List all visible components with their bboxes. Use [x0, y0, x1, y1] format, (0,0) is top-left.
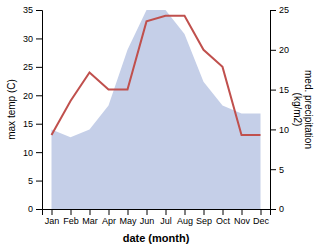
axis-line: [36, 11, 43, 210]
tick: Jun: [140, 209, 155, 226]
tick-label: Oct: [216, 216, 231, 226]
tick-mark: [204, 209, 205, 215]
tick: 0: [270, 204, 284, 214]
y2-axis-title: med. precipitation(kg/m2): [292, 70, 314, 149]
tick-label: 5: [28, 176, 33, 186]
tick-mark: [270, 209, 276, 210]
area-series: [52, 10, 261, 209]
tick: 15: [270, 85, 289, 95]
tick: 5: [270, 165, 284, 175]
tick-label: 10: [279, 125, 289, 135]
tick-mark: [71, 209, 72, 215]
tick-mark: [185, 209, 186, 215]
tick: 25: [270, 5, 289, 15]
tick-label: Mar: [82, 216, 98, 226]
tick-mark: [90, 209, 91, 215]
tick: 15: [23, 119, 42, 129]
tick-label: 15: [23, 119, 33, 129]
tick-label: Jan: [45, 216, 60, 226]
y2-axis-title-line: (kg/m2): [292, 93, 303, 127]
line-series: [52, 16, 261, 135]
tick-mark: [36, 95, 42, 96]
tick-mark: [166, 209, 167, 215]
tick-mark: [147, 209, 148, 215]
x-axis: JanFebMar AprMayJun Jul AugSep OctNovDec: [43, 209, 271, 226]
tick-label: Jun: [140, 216, 155, 226]
tick-label: Jul: [160, 216, 172, 226]
tick-label: Nov: [234, 216, 251, 226]
tick-mark: [36, 38, 42, 39]
tick-mark: [36, 152, 42, 153]
tick: Apr: [102, 209, 116, 226]
tick-label: 10: [23, 148, 33, 158]
tick: 20: [270, 45, 289, 55]
axis-line: [43, 210, 271, 216]
tick-mark: [270, 10, 276, 11]
tick-label: 20: [279, 45, 289, 55]
tick: Mar: [82, 209, 98, 226]
y2-axis-title-line: med. precipitation: [303, 70, 314, 149]
tick-label: May: [119, 216, 137, 226]
marks: [52, 10, 261, 209]
tick: May: [119, 209, 137, 226]
tick-label: 25: [279, 5, 289, 15]
tick-mark: [109, 209, 110, 215]
tick-mark: [128, 209, 129, 215]
y-axis: 0 5 10 15 20 25 30 35: [23, 5, 43, 214]
tick-mark: [52, 209, 53, 215]
tick-mark: [36, 10, 42, 11]
tick: Jul: [160, 209, 172, 226]
tick-label: 30: [23, 34, 33, 44]
tick: Sep: [196, 209, 212, 226]
y-axis-title: max temp (C): [6, 79, 17, 140]
tick-mark: [36, 124, 42, 125]
tick-label: 0: [28, 204, 33, 214]
tick-label: 0: [279, 204, 284, 214]
tick-label: Sep: [196, 216, 212, 226]
tick: Jan: [45, 209, 60, 226]
tick-mark: [36, 67, 42, 68]
tick-label: Aug: [177, 216, 193, 226]
tick-label: 20: [23, 91, 33, 101]
y2-axis: 0 5 10 15 20 25: [270, 5, 289, 214]
tick: Oct: [216, 209, 231, 226]
tick: 35: [23, 5, 42, 15]
plot: JanFebMar AprMayJun Jul AugSep OctNovDec 0 5 10…: [23, 5, 289, 226]
x-axis-title: date (month): [123, 232, 190, 244]
tick-mark: [270, 90, 276, 91]
tick-mark: [261, 209, 262, 215]
tick: 30: [23, 34, 42, 44]
tick-mark: [36, 209, 42, 210]
tick-label: 5: [279, 165, 284, 175]
chart-svg: JanFebMar AprMayJun Jul AugSep OctNovDec 0 5 10…: [0, 0, 318, 247]
tick: 20: [23, 91, 42, 101]
tick-mark: [36, 181, 42, 182]
tick: Dec: [253, 209, 270, 226]
tick-mark: [270, 169, 276, 170]
tick: 5: [28, 176, 42, 186]
tick: 10: [270, 125, 289, 135]
tick: Aug: [177, 209, 193, 226]
tick: Feb: [63, 209, 79, 226]
tick: 0: [28, 204, 42, 214]
tick-label: Dec: [253, 216, 270, 226]
tick: 25: [23, 62, 42, 72]
tick-label: 25: [23, 62, 33, 72]
tick-label: 35: [23, 5, 33, 15]
tick-mark: [270, 129, 276, 130]
tick-mark: [223, 209, 224, 215]
tick: Nov: [234, 209, 251, 226]
tick-label: Feb: [63, 216, 79, 226]
tick-label: Apr: [102, 216, 116, 226]
axis-line: [271, 11, 277, 210]
chart-container: JanFebMar AprMayJun Jul AugSep OctNovDec 0 5 10…: [0, 0, 318, 247]
tick-mark: [242, 209, 243, 215]
tick: 10: [23, 148, 42, 158]
tick-mark: [270, 50, 276, 51]
tick-label: 15: [279, 85, 289, 95]
